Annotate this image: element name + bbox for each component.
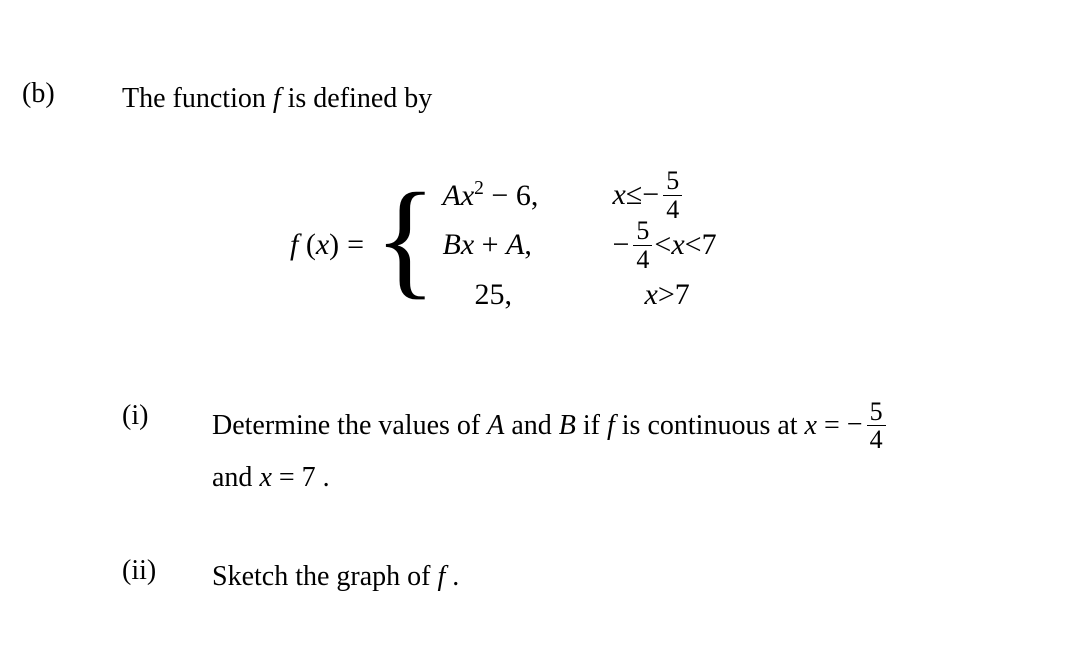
part-b-label: (b) [22, 78, 122, 110]
c1-frac-d: 4 [663, 195, 682, 223]
c2-frac-n: 5 [633, 217, 652, 244]
i-frac-wrap: −54 [847, 398, 888, 454]
i-t4: is continuous at [615, 410, 805, 441]
sub-ii-label: (ii) [122, 555, 212, 587]
case-2: Bx + A, − 5 4 < x < 7 [443, 220, 717, 270]
case-1-cond: x ≤ − 5 4 [593, 167, 685, 223]
ii-t1: Sketch the graph of [212, 561, 438, 592]
i-frac-n: 5 [867, 398, 886, 425]
piecewise-function: f (x) = { Ax2 − 6, x ≤ − 5 4 [290, 170, 717, 320]
i-A: A [487, 410, 504, 441]
c3-text: 25, [475, 278, 513, 311]
sub-ii-row: (ii) Sketch the graph of f . [122, 555, 459, 600]
c2-plus: + [474, 228, 506, 261]
c1-A: A [443, 179, 461, 212]
c2-cx: x [671, 228, 684, 262]
sub-i-label: (i) [122, 400, 212, 432]
c2-hi: 7 [702, 228, 717, 262]
intro-pre: The function [122, 83, 273, 114]
i-frac-d: 4 [867, 425, 886, 453]
part-b-intro: The function f is defined by [122, 78, 432, 120]
i-l2eq: = [272, 462, 302, 493]
c2-lt1: < [654, 228, 671, 262]
case-3: 25, x > 7 [443, 270, 717, 320]
c2-A: A [506, 228, 524, 261]
i-eqx: x [805, 410, 817, 441]
c2-tail: , [524, 228, 532, 261]
part-b-row: (b) The function f is defined by [22, 78, 432, 120]
lhs-close: ) [329, 228, 339, 261]
cases: Ax2 − 6, x ≤ − 5 4 Bx + A, − [443, 170, 717, 320]
i-l2post: . [316, 462, 330, 493]
i-neg: − [847, 403, 863, 448]
c2-neg: − [613, 228, 630, 262]
i-l2pre: and [212, 462, 259, 493]
c3-gt: > [658, 278, 675, 312]
i-frac: 54 [867, 398, 886, 454]
i-B: B [559, 410, 576, 441]
i-t1: Determine the values of [212, 410, 487, 441]
c2-x: x [461, 228, 474, 261]
left-brace: { [374, 174, 436, 304]
c3-val: 7 [675, 278, 690, 312]
case-3-cond: x > 7 [625, 278, 690, 312]
equals-sign: = [347, 228, 364, 262]
fn-lhs: f (x) [290, 228, 339, 262]
i-eqeq: = [817, 410, 847, 441]
c2-B: B [443, 228, 461, 261]
c1-frac-n: 5 [663, 167, 682, 194]
sub-i-row: (i) Determine the values of A and B if f… [122, 400, 888, 500]
c1-cx: x [613, 178, 626, 212]
c1-x: x [461, 179, 474, 212]
c2-frac-d: 4 [633, 245, 652, 273]
case-3-expr: 25, [443, 278, 625, 312]
intro-post: is defined by [281, 83, 433, 114]
case-2-expr: Bx + A, [443, 228, 593, 262]
c1-sq: 2 [474, 178, 484, 199]
c3-cx: x [645, 278, 658, 312]
sub-i-text: Determine the values of A and B if f is … [212, 400, 888, 500]
case-1: Ax2 − 6, x ≤ − 5 4 [443, 170, 717, 220]
intro-fn: f [273, 83, 281, 114]
case-1-expr: Ax2 − 6, [443, 178, 593, 213]
lhs-open: ( [298, 228, 316, 261]
i-t3: if [576, 410, 607, 441]
i-l2val: 7 [302, 462, 316, 493]
sub-ii-text: Sketch the graph of f . [212, 555, 459, 600]
ii-t2: . [445, 561, 459, 592]
i-l2x: x [259, 462, 271, 493]
c1-le: ≤ [626, 178, 642, 212]
c2-frac: 5 4 [633, 217, 652, 273]
i-t2: and [504, 410, 558, 441]
i-f: f [607, 410, 615, 441]
case-2-cond: − 5 4 < x < 7 [593, 217, 717, 273]
page: (b) The function f is defined by f (x) =… [0, 0, 1080, 664]
lhs-x: x [316, 228, 329, 261]
c1-tail: − 6, [484, 179, 538, 212]
c2-lt2: < [685, 228, 702, 262]
c1-neg: − [642, 178, 659, 212]
c1-frac: 5 4 [663, 167, 682, 223]
